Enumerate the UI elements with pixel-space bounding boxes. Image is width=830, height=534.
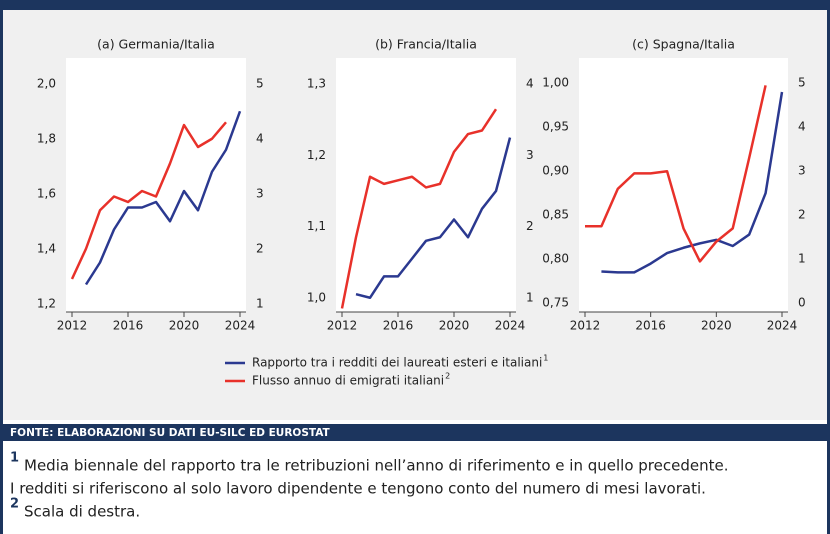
y2-tick-label: 0: [798, 296, 806, 310]
note-marker: 1: [10, 451, 19, 466]
y-tick-label: 1,8: [37, 131, 56, 145]
y-tick-label: 1,4: [37, 241, 56, 255]
y-tick-label: 1,00: [542, 76, 569, 90]
panel-title: (c) Spagna/Italia: [632, 37, 735, 52]
y2-tick-label: 2: [798, 208, 806, 222]
y-tick-label: 1,1: [307, 219, 326, 233]
x-tick-label: 2020: [701, 319, 732, 333]
legend-note: 1: [543, 354, 548, 363]
y-tick-label: 1,0: [307, 290, 326, 304]
y2-tick-label: 4: [256, 131, 264, 145]
y-tick-label: 1,6: [37, 186, 56, 200]
y2-tick-label: 2: [526, 219, 534, 233]
x-tick-label: 2024: [767, 319, 798, 333]
note-marker: 2: [10, 497, 19, 512]
legend-label: Flusso annuo di emigrati italiani: [252, 374, 444, 388]
y-tick-label: 0,80: [542, 252, 569, 266]
y-tick-label: 1,2: [37, 296, 56, 310]
note-text: I redditi si riferiscono al solo lavoro …: [10, 480, 706, 498]
x-tick-label: 2020: [169, 319, 200, 333]
x-tick-label: 2012: [327, 319, 358, 333]
x-tick-label: 2020: [439, 319, 470, 333]
y2-tick-label: 5: [798, 76, 806, 90]
source-bar: [0, 424, 830, 441]
y2-tick-label: 1: [256, 296, 264, 310]
y2-tick-label: 5: [256, 76, 264, 90]
legend-label: Rapporto tra i redditi dei laureati este…: [252, 356, 542, 370]
panel-title: (a) Germania/Italia: [97, 37, 215, 52]
y-tick-label: 2,0: [37, 76, 56, 90]
y2-tick-label: 3: [526, 148, 534, 162]
left-border: [0, 0, 3, 534]
right-border: [827, 0, 830, 534]
y2-tick-label: 4: [798, 120, 806, 134]
y2-tick-label: 4: [526, 77, 534, 91]
series-line: [70, 121, 227, 280]
plot-area: [336, 58, 516, 312]
series-line: [84, 110, 242, 286]
x-tick-label: 2012: [570, 319, 601, 333]
y-tick-label: 0,85: [542, 208, 569, 222]
y-tick-label: 1,2: [307, 148, 326, 162]
plot-area: [579, 58, 788, 312]
series-line: [585, 85, 767, 263]
x-tick-label: 2024: [495, 319, 526, 333]
x-tick-label: 2024: [225, 319, 256, 333]
legend-note: 2: [445, 372, 450, 381]
x-tick-label: 2012: [57, 319, 88, 333]
y-tick-label: 0,90: [542, 164, 569, 178]
note-text: Scala di destra.: [24, 503, 140, 521]
y2-tick-label: 1: [526, 290, 534, 304]
y-tick-label: 0,95: [542, 120, 569, 134]
panel-title: (b) Francia/Italia: [375, 37, 477, 52]
series-line: [340, 108, 498, 309]
y-tick-label: 0,75: [542, 296, 569, 310]
y2-tick-label: 3: [798, 164, 806, 178]
header-bar: [0, 0, 830, 10]
x-tick-label: 2016: [635, 319, 666, 333]
note-text: Media biennale del rapporto tra le retri…: [24, 457, 728, 475]
x-tick-label: 2016: [113, 319, 144, 333]
source: FONTE: ELABORAZIONI SU DATI EU-SILC ED E…: [10, 427, 331, 439]
y2-tick-label: 2: [256, 241, 264, 255]
y-tick-label: 1,3: [307, 77, 326, 91]
y2-tick-label: 3: [256, 186, 264, 200]
x-tick-label: 2016: [383, 319, 414, 333]
series-line: [355, 137, 512, 300]
y2-tick-label: 1: [798, 252, 806, 266]
